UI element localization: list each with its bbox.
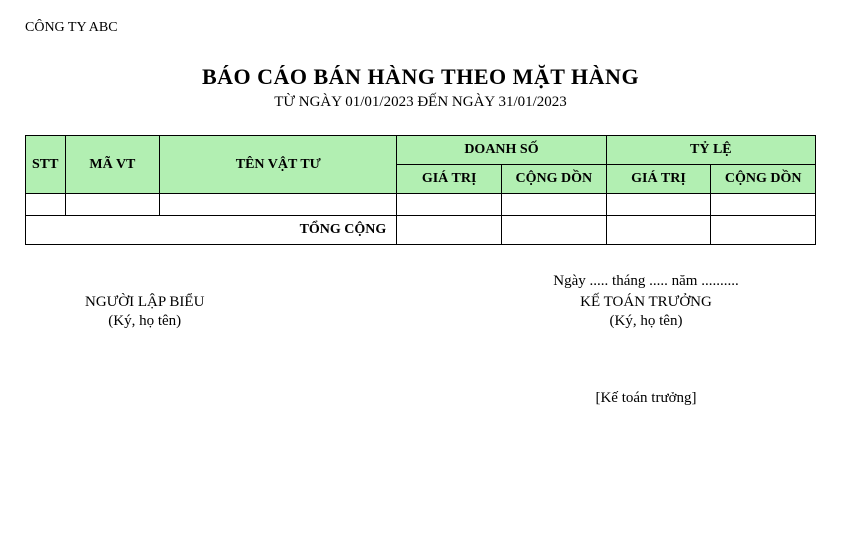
col-header-tl-giatri: GIÁ TRỊ <box>606 165 711 194</box>
report-subtitle: TỪ NGÀY 01/01/2023 ĐẾN NGÀY 31/01/2023 <box>25 94 816 111</box>
col-header-ds-congdon: CỘNG DỒN <box>501 165 606 194</box>
company-name: CÔNG TY ABC <box>25 20 816 36</box>
total-ds-congdon <box>501 216 606 245</box>
col-header-mavt: MÃ VT <box>65 136 160 194</box>
signature-right-name: [Kế toán trưởng] <box>536 390 756 407</box>
cell-tl-giatri <box>606 194 711 216</box>
table-row <box>26 194 816 216</box>
signature-left: NGƯỜI LẬP BIỂU (Ký, họ tên) <box>85 294 204 407</box>
cell-tl-congdon <box>711 194 816 216</box>
total-ds-giatri <box>397 216 502 245</box>
signature-left-note: (Ký, họ tên) <box>85 313 204 330</box>
cell-ds-giatri <box>397 194 502 216</box>
signature-right-role: KẾ TOÁN TRƯỞNG <box>536 294 756 311</box>
col-header-doanhso: DOANH SỐ <box>397 136 606 165</box>
cell-mavt <box>65 194 160 216</box>
total-tl-giatri <box>606 216 711 245</box>
cell-ds-congdon <box>501 194 606 216</box>
total-tl-congdon <box>711 216 816 245</box>
signature-right-note: (Ký, họ tên) <box>536 313 756 330</box>
total-label: TỔNG CỘNG <box>26 216 397 245</box>
report-title: BÁO CÁO BÁN HÀNG THEO MẶT HÀNG <box>25 64 816 90</box>
cell-tenvattu <box>160 194 397 216</box>
col-header-tl-congdon: CỘNG DỒN <box>711 165 816 194</box>
signature-right: Ngày ..... tháng ..... năm .......... KẾ… <box>536 273 756 407</box>
col-header-tyle: TỶ LỆ <box>606 136 815 165</box>
col-header-stt: STT <box>26 136 66 194</box>
signature-section: NGƯỜI LẬP BIỂU (Ký, họ tên) Ngày ..... t… <box>25 273 816 407</box>
table-total-row: TỔNG CỘNG <box>26 216 816 245</box>
report-table: STT MÃ VT TÊN VẬT TƯ DOANH SỐ TỶ LỆ GIÁ … <box>25 135 816 245</box>
signature-date: Ngày ..... tháng ..... năm .......... <box>536 273 756 290</box>
cell-stt <box>26 194 66 216</box>
col-header-tenvattu: TÊN VẬT TƯ <box>160 136 397 194</box>
signature-left-role: NGƯỜI LẬP BIỂU <box>85 294 204 311</box>
col-header-ds-giatri: GIÁ TRỊ <box>397 165 502 194</box>
